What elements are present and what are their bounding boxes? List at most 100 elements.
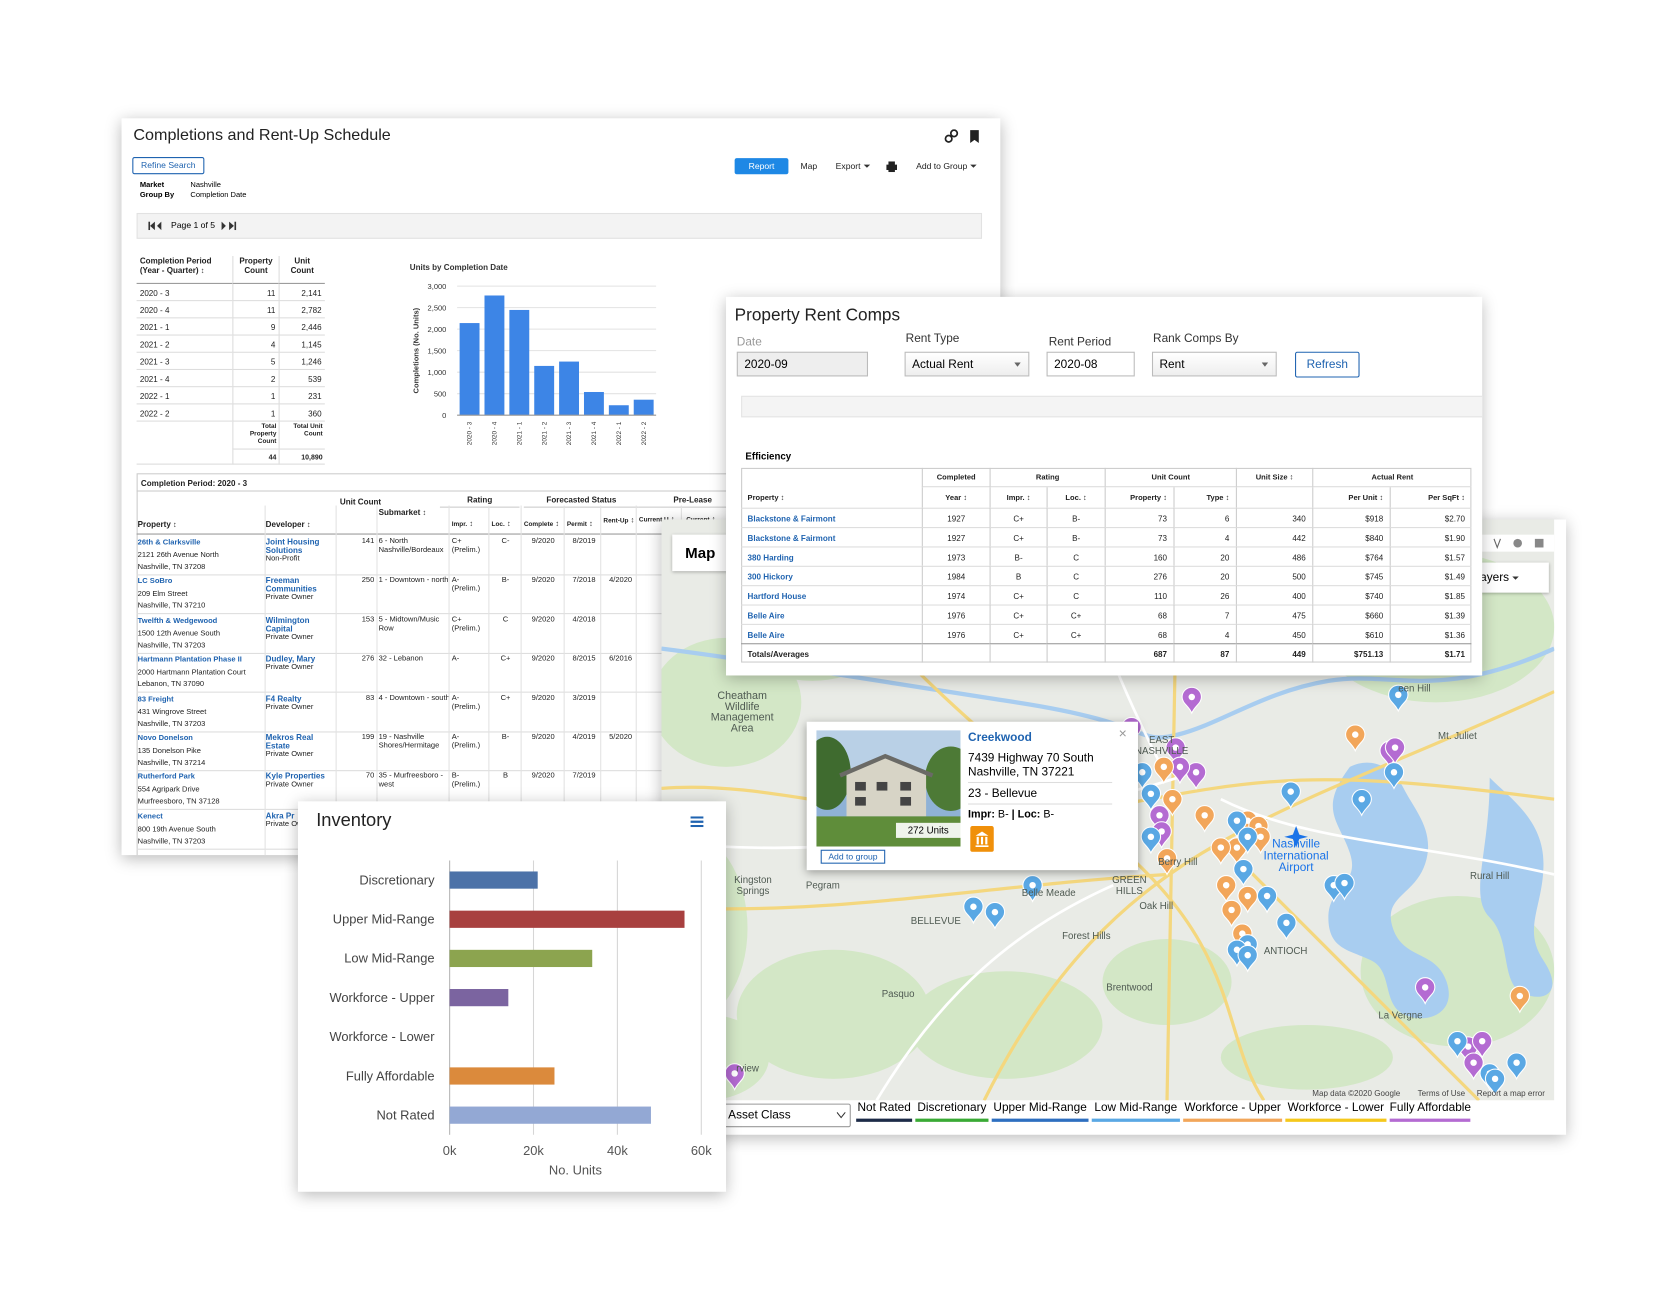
property-name[interactable]: Kenect (137, 812, 163, 821)
legend-label[interactable]: Workforce - Upper (1184, 1101, 1281, 1115)
table-cell: 73 (1104, 527, 1174, 547)
table-cell: 9/2020 (531, 694, 555, 702)
table-cell[interactable]: Hartford House (741, 585, 922, 604)
property-name[interactable]: Novo Donelson (137, 734, 193, 743)
property-name[interactable]: Creekwood (968, 731, 1032, 745)
legend-label[interactable]: Upper Mid-Range (993, 1101, 1087, 1115)
map-pin-dot (1139, 769, 1146, 776)
filter-value: Completion Date (190, 191, 247, 199)
property-name[interactable]: Rutherford Park (137, 773, 196, 782)
attribution-text[interactable]: Report a map error (1476, 1088, 1545, 1099)
table-cell[interactable]: 300 Hickory (741, 565, 922, 585)
column-header: Impr. (452, 520, 473, 531)
group-icon[interactable] (970, 826, 994, 852)
x-tick-label: 2022 - 1 (616, 421, 623, 445)
map-type-button[interactable]: Map (672, 534, 729, 572)
address-line: Nashville, TN 37203 (137, 837, 206, 846)
title-icons (944, 129, 979, 144)
developer-name[interactable]: Akra Pr (265, 810, 295, 821)
table-cell: $840 (1312, 527, 1390, 547)
column-header: Unit Count (339, 496, 382, 507)
table-cell: 1,145 (278, 335, 325, 353)
filter-label: Rank Comps By (1153, 332, 1239, 346)
table-cell: 400 (1235, 585, 1313, 605)
table-cell: 9/2020 (531, 616, 555, 624)
table-cell: B- (Prelim.) (451, 772, 481, 789)
table-cell: 1976 (921, 623, 990, 644)
address-line: Lebanon, TN 37090 (137, 681, 205, 689)
legend-label[interactable]: Workforce - Lower (1287, 1101, 1385, 1115)
attribution-text[interactable]: Terms of Use (1417, 1088, 1466, 1099)
filter-input[interactable]: Rent (1151, 351, 1277, 377)
developer-name[interactable]: Wilmington Capital (265, 615, 310, 634)
property-name[interactable]: Twelfth & Wedgewood (137, 617, 218, 625)
add-to-group-button[interactable]: Add to group (820, 849, 886, 864)
table-cell[interactable]: Blackstone & Fairmont (741, 527, 922, 546)
toolbar-button[interactable]: Add to Group (913, 158, 980, 174)
arrow (1014, 362, 1021, 367)
filter-input[interactable]: 2020-09 (736, 351, 869, 377)
menu-icon[interactable] (690, 816, 704, 828)
column-line (600, 505, 602, 856)
legend-label[interactable]: Fully Affordable (1389, 1101, 1472, 1115)
property-name[interactable]: Hartmann Plantation Phase II (137, 656, 242, 664)
table-cell: 8/2015 (572, 655, 596, 663)
toolbar-button[interactable]: Report (734, 158, 789, 175)
map-pin-dot (1228, 906, 1235, 914)
developer-name[interactable]: Mekros Real Estate (265, 732, 314, 751)
park-area (908, 971, 1103, 1079)
table-cell: $1.36 (1389, 623, 1472, 644)
table-cell: 2020 - 4 (136, 301, 233, 319)
property-name[interactable]: 83 Freight (137, 695, 174, 704)
developer-name[interactable]: F4 Realty (265, 693, 302, 704)
refresh-button[interactable]: Refresh (1295, 351, 1360, 378)
table-cell: 11 (232, 283, 279, 302)
table-cell: 87 (1173, 643, 1236, 663)
property-name[interactable]: 26th & Clarksville (137, 538, 201, 547)
developer-name[interactable]: Joint Housing Solutions (265, 536, 320, 556)
table-cell: 6 (1173, 507, 1236, 528)
toolbar-button[interactable]: Export (831, 158, 874, 174)
filter-input[interactable]: Actual Rent (904, 351, 1030, 377)
developer-name[interactable]: Freeman Communities (265, 575, 317, 595)
map-pin-dot (1491, 1075, 1499, 1083)
place-label: Pegram (805, 879, 840, 891)
legend-select[interactable]: Asset Class (723, 1103, 851, 1128)
address-line: Nashville, TN 37203 (137, 641, 206, 650)
table-cell[interactable]: Blackstone & Fairmont (741, 507, 922, 527)
table-cell: 3/2019 (572, 694, 596, 702)
toolbar-button[interactable]: Map (800, 161, 818, 172)
y-tick-label: 0 (442, 411, 446, 420)
map-pin-dot (1222, 881, 1230, 889)
developer-name[interactable]: Dudley, Mary (265, 654, 316, 664)
legend-label[interactable]: Discretionary (917, 1101, 987, 1115)
table-cell: 2022 - 1 (136, 387, 233, 405)
print-icon[interactable] (886, 161, 898, 173)
lake (1480, 777, 1553, 997)
total-label: Total Unit Count (278, 421, 325, 450)
table-cell: 199 (361, 733, 375, 742)
table-cell[interactable]: Belle Aire (741, 623, 922, 643)
address-line: 7439 Highway 70 South (968, 751, 1094, 765)
filter-label: Group By (139, 191, 175, 199)
legend-label[interactable]: Not Rated (857, 1101, 911, 1115)
table-cell[interactable]: Belle Aire (741, 604, 922, 623)
map-pin-dot (1233, 844, 1241, 851)
table-frame (741, 467, 1472, 663)
legend-label[interactable]: Low Mid-Range (1094, 1101, 1178, 1115)
table-cell: 4 (1173, 527, 1236, 547)
row-line (136, 574, 998, 576)
x-tick-label: 2022 - 2 (641, 421, 648, 445)
map-pin-dot (1169, 795, 1176, 803)
bar (449, 1067, 555, 1085)
close-button[interactable]: × (1118, 724, 1127, 742)
filter-input[interactable]: 2020-08 (1046, 351, 1135, 377)
refine-search-button[interactable]: Refine Search (132, 157, 205, 175)
table-cell[interactable]: 380 Harding (741, 546, 922, 565)
address-line: 209 Elm Street (137, 590, 188, 599)
property-name[interactable]: LC SoBro (137, 578, 173, 586)
developer-name[interactable]: Kyle Properties (265, 771, 325, 782)
map-pin-dot (1176, 763, 1184, 771)
map-pin-dot (1516, 992, 1524, 1000)
y-tick-label: Workforce - Lower (329, 1029, 435, 1044)
